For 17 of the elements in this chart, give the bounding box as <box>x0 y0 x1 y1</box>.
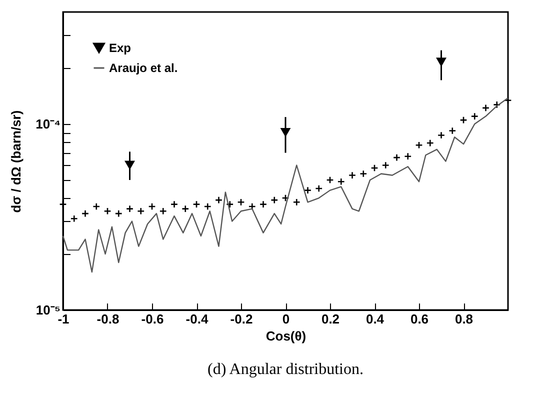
x-tick-label: -0.8 <box>96 312 120 326</box>
legend-label: Exp <box>109 41 132 55</box>
legend-label: Araujo et al. <box>109 61 178 75</box>
x-tick-label: -0.2 <box>230 312 253 326</box>
x-tick-label: -0.4 <box>186 312 209 326</box>
x-tick-label: 0.2 <box>321 312 340 326</box>
y-tick-label: 10⁻⁵ <box>36 302 60 318</box>
y-tick-label: 10⁻⁴ <box>36 116 60 132</box>
x-tick-label: 0.4 <box>366 312 385 326</box>
x-tick-label: -1 <box>58 312 70 326</box>
x-tick-label: 0.6 <box>410 312 429 326</box>
x-axis-title: Cos(θ) <box>266 328 306 344</box>
y-axis-title: dσ / dΩ (barn/sr) <box>8 110 24 213</box>
x-tick-label: -0.6 <box>141 312 164 326</box>
text: (d) Angular distribution. <box>208 361 364 378</box>
x-tick-label: 0.8 <box>454 312 474 326</box>
x-tick-label: 0 <box>282 312 290 326</box>
